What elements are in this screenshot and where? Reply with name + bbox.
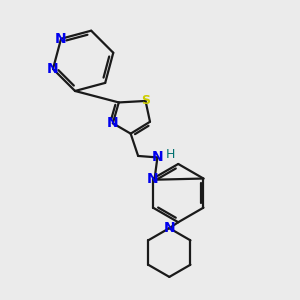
Text: S: S: [141, 94, 150, 107]
Text: N: N: [164, 221, 175, 235]
Text: N: N: [152, 150, 163, 164]
Text: N: N: [147, 172, 159, 185]
Text: N: N: [107, 116, 119, 130]
Text: N: N: [47, 62, 59, 76]
Text: N: N: [55, 32, 67, 46]
Text: H: H: [166, 148, 176, 161]
